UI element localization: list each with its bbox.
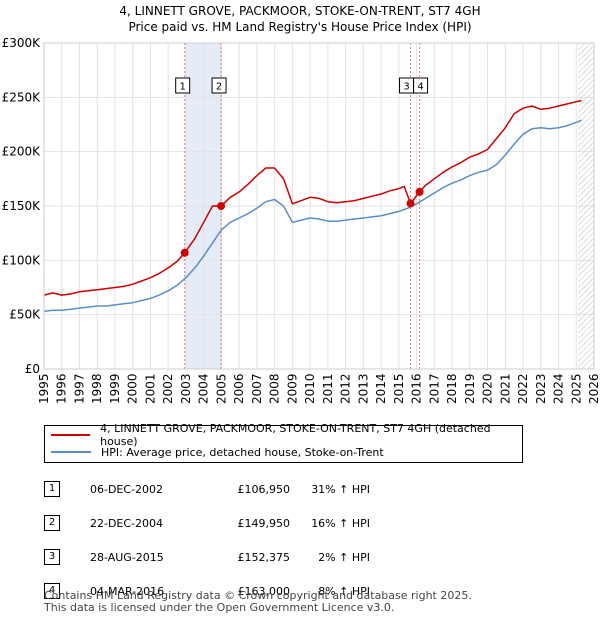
x-tick-label: 2004: [197, 373, 211, 404]
sale-date: 22-DEC-2004: [90, 516, 164, 530]
sale-price: £163,000: [237, 584, 291, 598]
legend: 4, LINNETT GROVE, PACKMOOR, STOKE-ON-TRE…: [44, 422, 523, 463]
line-chart: 1 2 3 4 £0 £50K £100K £150K £200K £250K £300K 1995 1…: [2, 36, 600, 404]
x-tick-label: 2005: [214, 373, 228, 404]
legend-label-property: 4, LINNETT GROVE, PACKMOOR, STOKE-ON-TRE…: [100, 422, 491, 448]
x-tick-label: 1995: [37, 373, 51, 404]
x-tick-label: 2021: [498, 373, 512, 404]
sale-marker-label-2: 2: [211, 77, 227, 94]
forecast-region: [578, 43, 594, 369]
y-tick-label: £200K: [2, 145, 42, 159]
x-tick-label: 2012: [339, 373, 353, 404]
x-tick-label: 2002: [161, 373, 175, 404]
table-row: 4 04-MAR-2016 £163,000 8% ↑ HPI: [44, 574, 370, 608]
sale-marker-label-1: 1: [175, 77, 191, 94]
legend-swatch-property: [51, 434, 91, 436]
footer-copyright: Contains HM Land Registry data © Crown c…: [44, 589, 472, 602]
sale-price: £106,950: [237, 482, 291, 496]
sale-point-3: [406, 199, 415, 208]
y-tick-label: £0: [25, 362, 40, 376]
x-tick-label: 2018: [445, 373, 459, 404]
legend-item-property: 4, LINNETT GROVE, PACKMOOR, STOKE-ON-TRE…: [51, 422, 522, 448]
sale-marker-label-4: 4: [413, 77, 429, 94]
x-tick-label: 2011: [321, 373, 335, 404]
sale-date: 28-AUG-2015: [90, 550, 164, 564]
sale-marker-label-3: 3: [399, 77, 415, 94]
x-tick-label: 2014: [374, 373, 388, 404]
x-tick-label: 2003: [179, 373, 193, 404]
x-tick-label: 2000: [126, 373, 140, 404]
x-tick-label: 2017: [427, 373, 441, 404]
sales-table: 1 06-DEC-2002 £106,950 31% ↑ HPI 2 22-DE…: [44, 472, 370, 608]
sale-price: £152,375: [237, 550, 291, 564]
x-tick-label: 2023: [534, 373, 548, 404]
x-tick-label: 2022: [516, 373, 530, 404]
sale-point-2: [217, 202, 226, 211]
sale-point-4: [415, 187, 424, 196]
sale-hpi-diff: 16% ↑ HPI: [311, 516, 370, 530]
footer-licence: This data is licensed under the Open Gov…: [44, 601, 395, 614]
x-tick-label: 2013: [356, 373, 370, 404]
sale-number-badge: 1: [44, 481, 60, 497]
marker-box-label: 2: [216, 82, 222, 93]
marker-box: [175, 77, 191, 94]
legend-swatch-hpi: [51, 451, 91, 453]
property-price-line: [43, 99, 582, 296]
sale-point-1: [180, 248, 189, 257]
legend-item-hpi: HPI: Average price, detached house, Stok…: [51, 444, 384, 460]
x-tick-label: 2016: [410, 373, 424, 404]
y-tick-label: £250K: [2, 90, 42, 104]
legend-label-hpi: HPI: Average price, detached house, Stok…: [101, 445, 384, 459]
footer: Contains HM Land Registry data © Crown c…: [44, 590, 472, 614]
x-tick-label: 1998: [90, 373, 104, 404]
sale-date: 06-DEC-2002: [90, 482, 164, 496]
table-row: 3 28-AUG-2015 £152,375 2% ↑ HPI: [44, 540, 370, 574]
x-tick-label: 1997: [72, 373, 86, 404]
y-tick-label: £150K: [2, 199, 42, 213]
marker-box-label: 1: [180, 82, 186, 93]
sale-date: 04-MAR-2016: [90, 584, 165, 598]
sale-hpi-diff: 8% ↑ HPI: [318, 584, 370, 598]
sale-number-badge: 2: [44, 515, 60, 531]
marker-box-label: 3: [403, 82, 409, 93]
x-tick-label: 2019: [463, 373, 477, 404]
table-row: 1 06-DEC-2002 £106,950 31% ↑ HPI: [44, 472, 370, 506]
x-tick-label: 2009: [285, 373, 299, 404]
y-tick-label: £50K: [9, 308, 41, 322]
x-tick-label: 2024: [552, 373, 566, 404]
x-tick-label: 2025: [569, 373, 583, 404]
sale-price: £149,950: [237, 516, 291, 530]
x-tick-label: 2020: [481, 373, 495, 404]
x-tick-label: 2010: [303, 373, 317, 404]
x-tick-label: 2001: [143, 373, 157, 404]
marker-box: [211, 77, 227, 94]
hpi-line: [43, 119, 582, 313]
table-row: 2 22-DEC-2004 £149,950 16% ↑ HPI: [44, 506, 370, 540]
y-tick-label: £100K: [2, 253, 42, 267]
y-tick-label: £300K: [2, 36, 42, 50]
x-tick-label: 2006: [232, 373, 246, 404]
x-tick-label: 1996: [55, 373, 69, 404]
x-tick-label: 2007: [250, 373, 264, 404]
x-tick-label: 2015: [392, 373, 406, 404]
x-tick-label: 2008: [268, 373, 282, 404]
chart-subtitle: Price paid vs. HM Land Registry's House …: [128, 20, 472, 34]
chart-title: 4, LINNETT GROVE, PACKMOOR, STOKE-ON-TRE…: [119, 4, 481, 18]
sale-hpi-diff: 31% ↑ HPI: [311, 482, 370, 496]
x-tick-label: 1999: [108, 373, 122, 404]
x-tick-label: 2026: [587, 373, 600, 404]
sale-number-badge: 3: [44, 549, 60, 565]
marker-box-label: 4: [417, 82, 423, 93]
plot-frame: [43, 42, 595, 370]
marker-box: [413, 77, 429, 94]
sale-hpi-diff: 2% ↑ HPI: [318, 550, 370, 564]
sale-number-badge: 4: [44, 583, 60, 599]
